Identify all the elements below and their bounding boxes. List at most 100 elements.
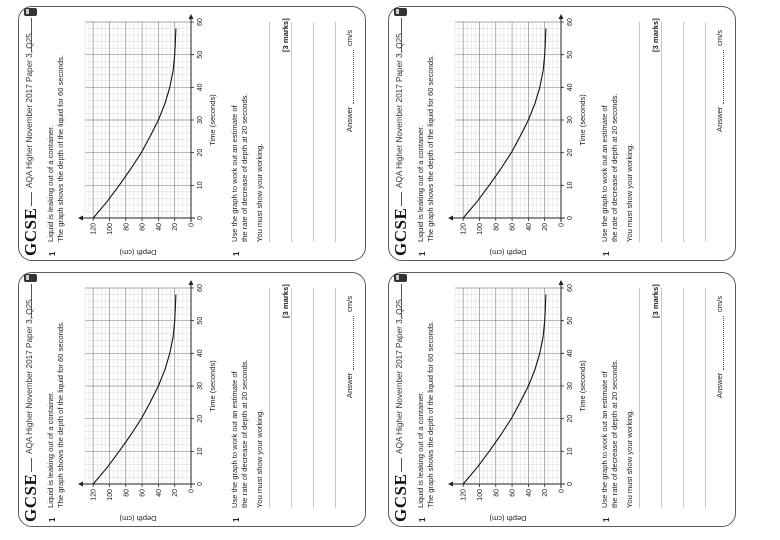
- question-task: Use the graph to work out an estimate of…: [600, 82, 620, 242]
- gcse-logo: GCSE: [21, 473, 40, 522]
- working-instruction: You must show your working.: [255, 143, 264, 243]
- marks-label: [3 marks]: [651, 18, 660, 52]
- x-tick-label: 10: [197, 447, 204, 455]
- intro-line-2: The graph shows the depth of the liquid …: [56, 320, 65, 508]
- task-line-2: the rate of decrease of depth at 20 seco…: [610, 359, 619, 508]
- answer-input-line[interactable]: [353, 316, 354, 370]
- y-tick-label: 80: [123, 489, 130, 497]
- y-tick-label: 120: [91, 223, 98, 235]
- working-line[interactable]: [335, 22, 336, 242]
- header-rule-right: [401, 18, 402, 52]
- working-line[interactable]: [639, 288, 640, 508]
- working-line[interactable]: [335, 288, 336, 508]
- x-axis-arrow: [558, 280, 564, 285]
- x-tick-label: 30: [197, 382, 204, 390]
- working-line[interactable]: [639, 22, 640, 242]
- question-intro: Liquid is leaking out of a container. Th…: [416, 276, 436, 508]
- intro-line-2: The graph shows the depth of the liquid …: [426, 54, 435, 242]
- working-line[interactable]: [313, 288, 314, 508]
- graph-svg: 0 10 20 30 40 50 60 0 20 40 60 80 100 120 Time (second…: [448, 14, 587, 257]
- x-tick-label: 50: [197, 317, 204, 325]
- y-tick-label: 120: [91, 489, 98, 501]
- working-line[interactable]: [683, 22, 684, 242]
- x-axis-arrow: [188, 280, 194, 285]
- x-tick-label: 40: [197, 83, 204, 91]
- question-intro: Liquid is leaking out of a container. Th…: [46, 10, 66, 242]
- y-axis-arrow: [448, 215, 453, 221]
- y-tick-label: 0: [189, 223, 196, 227]
- working-line[interactable]: [269, 22, 270, 242]
- working-line[interactable]: [291, 288, 292, 508]
- answer-label: Answer: [715, 372, 724, 398]
- answer-label: Answer: [715, 106, 724, 132]
- y-tick-label: 100: [107, 223, 114, 235]
- header-rule: [401, 458, 402, 472]
- working-instruction: You must show your working.: [625, 143, 634, 243]
- x-tick-label: 0: [567, 482, 574, 486]
- intro-line-1: Liquid is leaking out of a container.: [416, 125, 425, 242]
- worksheet-content: GCSE AQA Higher November 2017 Paper 3, Q…: [19, 7, 367, 262]
- calculator-icon: [24, 274, 37, 282]
- intro-line-1: Liquid is leaking out of a container.: [416, 391, 425, 508]
- y-tick-label: 120: [461, 223, 468, 235]
- x-axis-label: Time (seconds): [578, 94, 587, 146]
- question-number: 1: [48, 517, 57, 522]
- depth-curve: [462, 28, 547, 219]
- gcse-logo: GCSE: [391, 207, 410, 256]
- question-intro: Liquid is leaking out of a container. Th…: [46, 276, 66, 508]
- y-axis-arrow: [78, 215, 83, 221]
- answer-unit: cm/s: [345, 29, 354, 46]
- working-line[interactable]: [661, 22, 662, 242]
- x-tick-label: 0: [197, 482, 204, 486]
- depth-curve: [462, 294, 547, 485]
- y-tick-label: 100: [107, 489, 114, 501]
- part-number: 1: [602, 251, 611, 256]
- marks-label: [3 marks]: [281, 18, 290, 52]
- x-tick-label: 50: [197, 51, 204, 59]
- worksheet-card: GCSE AQA Higher November 2017 Paper 3, Q…: [18, 272, 366, 527]
- working-line[interactable]: [291, 22, 292, 242]
- depth-time-graph: 0 10 20 30 40 50 60 0 20 40 60 80 100 120 Time (second…: [437, 10, 595, 260]
- graph-svg: 0 10 20 30 40 50 60 0 20 40 60 80 100 120 Time (second…: [78, 14, 217, 257]
- working-line[interactable]: [313, 22, 314, 242]
- x-tick-label: 60: [567, 284, 574, 292]
- working-line[interactable]: [705, 288, 706, 508]
- x-tick-label: 40: [197, 349, 204, 357]
- worksheet-header: GCSE AQA Higher November 2017 Paper 3, Q…: [391, 273, 415, 528]
- answer-input-line[interactable]: [353, 50, 354, 104]
- working-line[interactable]: [705, 22, 706, 242]
- x-tick-label: 50: [567, 51, 574, 59]
- x-tick-label: 40: [567, 349, 574, 357]
- question-reference: AQA Higher November 2017 Paper 3, Q25: [395, 299, 404, 454]
- working-line[interactable]: [683, 288, 684, 508]
- header-rule: [401, 192, 402, 206]
- part-number: 1: [602, 517, 611, 522]
- x-tick-label: 40: [567, 83, 574, 91]
- question-intro: Liquid is leaking out of a container. Th…: [416, 10, 436, 242]
- working-line[interactable]: [269, 288, 270, 508]
- worksheet-content: GCSE AQA Higher November 2017 Paper 3, Q…: [389, 7, 737, 262]
- x-axis-arrow: [558, 14, 564, 19]
- working-line[interactable]: [661, 288, 662, 508]
- calculator-icon: [24, 8, 37, 16]
- intro-line-2: The graph shows the depth of the liquid …: [56, 54, 65, 242]
- graph-svg: 0 10 20 30 40 50 60 0 20 40 60 80 100 120 Time (second…: [78, 280, 217, 523]
- y-tick-label: 40: [526, 489, 533, 497]
- y-tick-label: 40: [156, 489, 163, 497]
- y-tick-label: 20: [542, 223, 549, 231]
- depth-time-graph: 0 10 20 30 40 50 60 0 20 40 60 80 100 120 Time (second…: [67, 276, 225, 526]
- y-tick-label: 40: [526, 223, 533, 231]
- y-tick-label: 60: [510, 223, 517, 231]
- question-number: 1: [418, 251, 427, 256]
- working-instruction: You must show your working.: [625, 409, 634, 509]
- question-reference: AQA Higher November 2017 Paper 3, Q25: [25, 33, 34, 188]
- answer-unit: cm/s: [715, 295, 724, 312]
- answer-input-line[interactable]: [723, 316, 724, 370]
- depth-time-graph: 0 10 20 30 40 50 60 0 20 40 60 80 100 120 Time (second…: [67, 10, 225, 260]
- question-task: Use the graph to work out an estimate of…: [600, 348, 620, 508]
- intro-line-1: Liquid is leaking out of a container.: [46, 391, 55, 508]
- y-tick-label: 80: [123, 223, 130, 231]
- y-tick-label: 100: [477, 223, 484, 235]
- answer-unit: cm/s: [715, 29, 724, 46]
- answer-input-line[interactable]: [723, 50, 724, 104]
